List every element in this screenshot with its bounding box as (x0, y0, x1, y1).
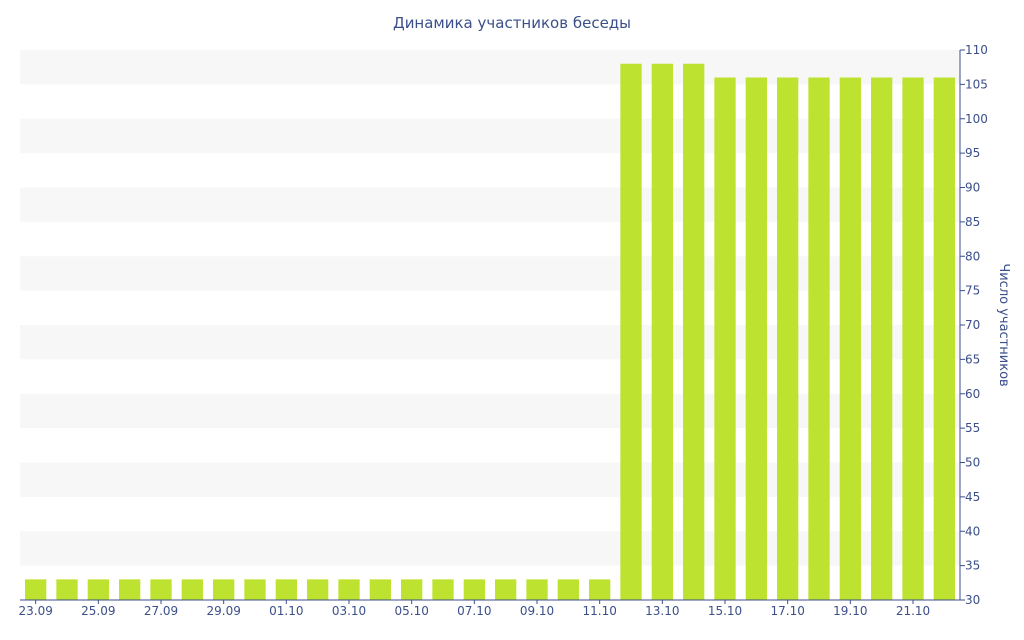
y-tick-label: 35 (965, 559, 980, 573)
bar (87, 579, 109, 601)
bar (683, 63, 705, 600)
grid-band (20, 393, 960, 429)
x-tick-label: 25.09 (81, 604, 115, 618)
bar (495, 579, 517, 601)
x-tick-label: 09.10 (520, 604, 554, 618)
y-tick-label: 110 (965, 43, 988, 57)
x-tick-label: 01.10 (269, 604, 303, 618)
x-tick-label: 21.10 (896, 604, 930, 618)
bar (401, 579, 423, 601)
y-axis-label: Число участников (996, 263, 1011, 386)
x-tick-label: 27.09 (144, 604, 178, 618)
y-tick-label: 90 (965, 181, 980, 195)
bar (338, 579, 360, 601)
y-tick-label: 100 (965, 112, 988, 126)
bars (25, 63, 955, 601)
grid-band (20, 50, 960, 85)
x-tick-label: 03.10 (332, 604, 366, 618)
x-tick-label: 19.10 (833, 604, 867, 618)
y-tick-label: 55 (965, 421, 980, 435)
y-tick-label: 95 (965, 146, 980, 160)
bar (808, 77, 830, 600)
y-axis-ticks: 30 35 40 45 50 55 60 65 70 75 80 85 90 95 100 105 110 (960, 43, 988, 607)
grid-band (20, 256, 960, 291)
chart-title: Динамика участников беседы (393, 14, 631, 32)
y-tick-label: 80 (965, 249, 980, 263)
x-axis-ticks: 23.09 25.09 27.09 29.09 01.10 03.10 05.10 07.10… (18, 600, 930, 618)
grid-band (20, 118, 960, 154)
bar (651, 63, 673, 600)
bar (56, 579, 78, 601)
x-tick-label: 29.09 (206, 604, 240, 618)
bar (871, 77, 893, 600)
y-tick-label: 40 (965, 524, 980, 538)
grid-band (20, 325, 960, 360)
y-tick-label: 50 (965, 456, 980, 470)
bar (620, 63, 642, 600)
x-tick-label: 23.09 (18, 604, 52, 618)
bar (902, 77, 924, 600)
x-tick-label: 15.10 (708, 604, 742, 618)
bar (432, 579, 454, 601)
x-tick-label: 11.10 (582, 604, 616, 618)
grid-bands (20, 50, 960, 566)
bar (213, 579, 235, 601)
y-tick-label: 85 (965, 215, 980, 229)
x-tick-label: 13.10 (645, 604, 679, 618)
bar (150, 579, 172, 601)
bar (933, 77, 955, 600)
bar (275, 579, 297, 601)
bar (244, 579, 266, 601)
bar (714, 77, 736, 600)
bar (25, 579, 47, 601)
x-tick-label: 05.10 (394, 604, 428, 618)
bar (589, 579, 611, 601)
y-tick-label: 60 (965, 387, 980, 401)
bar (557, 579, 579, 601)
y-tick-label: 45 (965, 490, 980, 504)
y-tick-label: 75 (965, 284, 980, 298)
bar (181, 579, 203, 601)
y-tick-label: 105 (965, 77, 988, 91)
bar (307, 579, 329, 601)
bar (839, 77, 861, 600)
bar (119, 579, 141, 601)
bar (526, 579, 548, 601)
y-tick-label: 65 (965, 352, 980, 366)
bar (369, 579, 391, 601)
grid-band (20, 187, 960, 222)
bar (745, 77, 767, 600)
x-tick-label: 07.10 (457, 604, 491, 618)
y-tick-label: 70 (965, 318, 980, 332)
x-tick-label: 17.10 (770, 604, 804, 618)
grid-band (20, 462, 960, 497)
bar (777, 77, 799, 600)
y-tick-label: 30 (965, 593, 980, 607)
bar (463, 579, 485, 601)
grid-band (20, 531, 960, 566)
